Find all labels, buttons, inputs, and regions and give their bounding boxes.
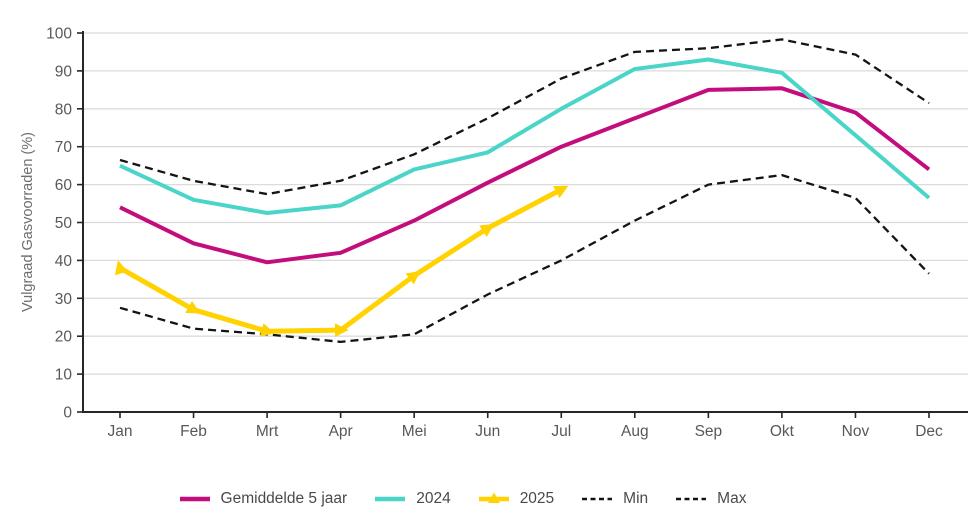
y-tick-label-100: 100 [46,26,72,43]
x-tick-label-Mei: Mei [402,423,427,440]
legend-label: Max [717,490,747,507]
legend-swatch-2025 [478,492,509,503]
series-line-max [119,38,930,196]
series-line-2024 [119,57,931,215]
x-tick-label-Mrt: Mrt [256,423,279,440]
y-tick-label-70: 70 [55,139,73,156]
legend-item-gemiddelde-5-jaar[interactable]: Gemiddelde 5 jaar [178,490,348,508]
y-axis-title: Vulgraad Gasvoorraden (%) [20,132,36,312]
legend-item-min[interactable]: Min [580,490,648,508]
series-marker-2025-2 [259,323,275,337]
y-tick-label-80: 80 [55,101,73,118]
chart-svg: 0 10 20 30 40 50 60 70 80 90 100 Jan Feb Mrt Apr Mei Jun… [20,26,968,440]
y-tick-label-0: 0 [63,405,72,422]
legend-swatch-2024 [375,496,406,502]
y-tick-label-20: 20 [55,329,73,346]
y-tick-label-40: 40 [55,253,73,270]
series-marker-2025-1 [185,301,201,314]
legend-label: 2024 [416,490,451,507]
series-layer [114,38,931,344]
y-tick-label-90: 90 [55,63,73,80]
y-tick-label-30: 30 [55,291,73,308]
x-tick-label-Jun: Jun [475,423,500,440]
y-tick-label-10: 10 [55,367,73,384]
legend-swatch-min [582,497,613,501]
series-marker-2025-0 [114,260,129,276]
legend-label: Min [623,490,649,507]
x-tick-label-Dec: Dec [915,423,943,440]
series-marker-2025-3 [334,323,349,337]
legend-item-2024[interactable]: 2024 [373,490,451,508]
chart-legend: Gemiddelde 5 jaar 2024 2025 Min Max [0,490,950,508]
x-tick-label-Okt: Okt [770,423,795,440]
series-marker-2025-5 [479,223,495,237]
x-tick-label-Jan: Jan [108,423,133,440]
series-marker-2025-6 [553,185,569,199]
x-tick-label-Feb: Feb [180,423,207,440]
legend-label: 2025 [519,490,555,507]
x-tick-label-Aug: Aug [621,423,649,440]
legend-swatch-gemiddelde-5-jaar [179,496,210,502]
legend-label: Gemiddelde 5 jaar [220,490,348,507]
y-tick-label-50: 50 [55,215,73,232]
x-tick-label-Nov: Nov [842,423,870,440]
gridlines-layer [83,32,968,375]
series-marker-2025-4 [405,270,421,285]
legend-swatch-max [676,497,707,501]
x-tick-label-Sep: Sep [695,423,723,440]
series-line-min [119,173,930,344]
legend-item-2025[interactable]: 2025 [477,490,554,508]
series-line-gemiddelde-5-jaar [119,86,931,265]
axes-layer: 0 10 20 30 40 50 60 70 80 90 100 Jan Feb Mrt Apr Mei Jun… [46,26,968,440]
x-tick-label-Jul: Jul [551,423,571,440]
legend-swatch-marker [487,492,500,503]
legend-item-max[interactable]: Max [674,490,746,508]
x-tick-label-Apr: Apr [329,423,353,440]
y-tick-label-60: 60 [55,177,73,194]
